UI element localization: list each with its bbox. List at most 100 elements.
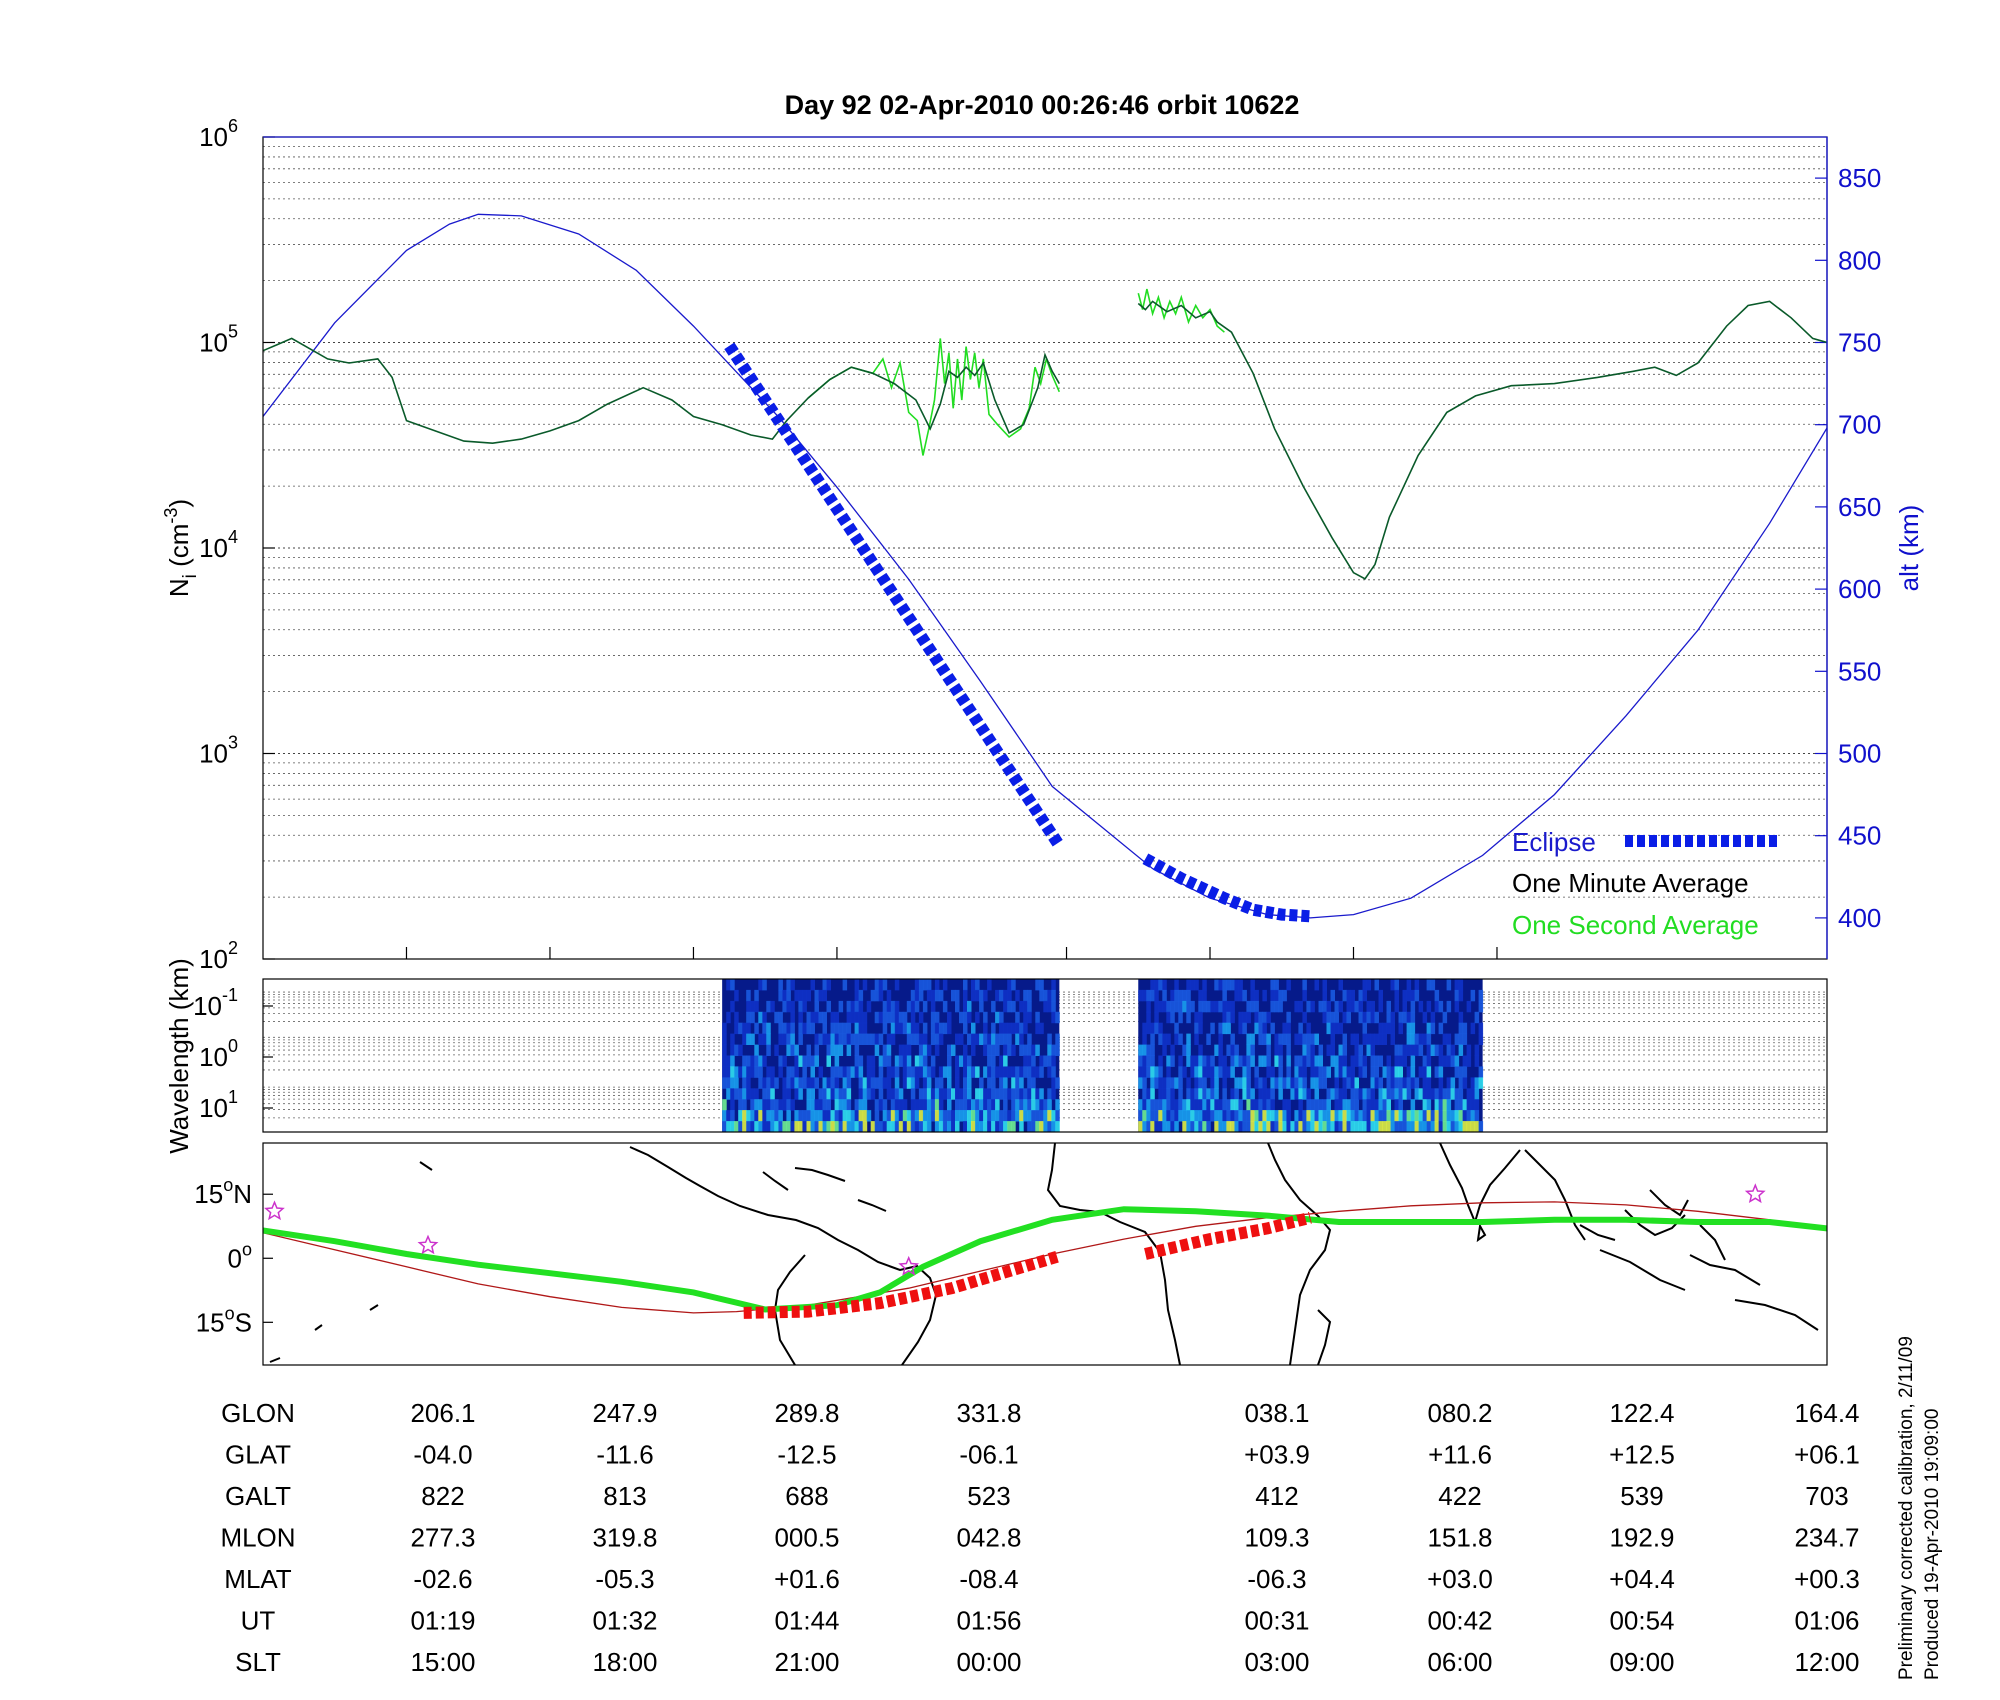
spectrogram-cell	[1178, 1077, 1183, 1089]
spectrogram-cell	[894, 1011, 900, 1024]
spectrogram-cell	[1266, 1121, 1271, 1132]
spectrogram-cell	[854, 1121, 860, 1132]
spectrogram-cell	[802, 1066, 807, 1078]
spectrogram-cell	[766, 1110, 771, 1122]
spectrogram-cell	[1039, 1121, 1044, 1132]
spectrogram-cell	[878, 1011, 884, 1024]
spectrogram-cell	[1478, 1077, 1484, 1089]
spectrogram-cell	[930, 1110, 936, 1122]
spectrogram-cell	[1390, 1077, 1395, 1089]
spectrogram-cell	[1154, 1099, 1159, 1111]
spectrogram-cell	[1226, 1022, 1231, 1035]
spectrogram-cell	[758, 1055, 763, 1067]
spectrogram-cell	[934, 1044, 940, 1056]
y-tick-base: 10	[199, 944, 228, 974]
table-cell: +00.3	[1794, 1564, 1860, 1594]
spectrogram-cell	[726, 1011, 731, 1024]
spectrogram-cell	[1406, 979, 1412, 991]
spectrogram-cell	[910, 1077, 916, 1089]
spectrogram-cell	[1314, 1077, 1319, 1089]
spectrogram-cell	[1406, 1011, 1412, 1024]
spectrogram-cell	[999, 1110, 1004, 1122]
lat-degree: o	[225, 1303, 235, 1323]
spectrogram-cell	[1027, 1011, 1032, 1024]
spectrogram-cell	[1150, 1033, 1155, 1045]
spectrogram-cell	[842, 1077, 848, 1089]
spectrogram-cell	[1334, 1099, 1339, 1111]
spectrogram-cell	[774, 1077, 779, 1089]
spectrogram-cell	[1174, 989, 1179, 1002]
spectrogram-cell	[762, 1011, 767, 1024]
y-tick-label: 106	[199, 116, 238, 152]
spectrogram-cell	[951, 1044, 956, 1056]
table-cell: 080.2	[1427, 1398, 1492, 1428]
spectrogram-cell	[1258, 1121, 1263, 1132]
spectrogram-cell	[1015, 1022, 1020, 1035]
spectrogram-cell	[1390, 1033, 1395, 1045]
spectrogram-cell	[866, 1000, 872, 1013]
spectrogram-cell	[1422, 1066, 1428, 1078]
table-cell: 277.3	[410, 1523, 475, 1553]
spectrogram-cell	[1015, 1088, 1020, 1100]
spectrogram-cell	[1354, 1077, 1359, 1089]
spectrogram-cell	[750, 1099, 755, 1111]
spectrogram-cell	[963, 1055, 968, 1067]
spectrogram-cell	[1138, 1099, 1143, 1111]
spectrogram-cell	[846, 1121, 852, 1132]
spectrogram-cell	[1398, 1044, 1403, 1056]
spectrogram-cell	[1043, 1121, 1048, 1132]
spectrogram-cell	[898, 1044, 904, 1056]
spectrogram-cell	[1338, 979, 1343, 991]
spectrogram-cell	[1023, 1011, 1028, 1024]
spectrogram-cell	[1214, 1121, 1219, 1132]
spectrogram-cell	[1326, 1044, 1331, 1056]
spectrogram-cell	[1274, 979, 1279, 991]
spectrogram-cell	[1426, 1033, 1432, 1045]
spectrogram-cell	[1406, 1022, 1412, 1035]
spectrogram-cell	[1242, 1088, 1247, 1100]
spectrogram-cell	[971, 1121, 976, 1132]
spectrogram-cell	[1334, 1110, 1339, 1122]
spectrogram-cell	[1270, 1022, 1275, 1035]
sri-lanka-coast	[1476, 1222, 1487, 1243]
spectrogram-cell	[798, 1022, 803, 1035]
spectrogram-cell	[1238, 1110, 1243, 1122]
spectrogram-cell	[1154, 1110, 1159, 1122]
spectrogram-cell	[955, 1121, 960, 1132]
spectrogram-cell	[1158, 1099, 1163, 1111]
spectrogram-cell	[1418, 1121, 1424, 1132]
spectrogram-cell	[1434, 1044, 1440, 1056]
spectrogram-cell	[858, 1121, 864, 1132]
spectrogram-cell	[906, 1066, 912, 1078]
spectrogram-cell	[1410, 1000, 1416, 1013]
spectrogram-cell	[1334, 1022, 1339, 1035]
spectrogram-cell	[882, 1044, 888, 1056]
spectrogram-cell	[1226, 1110, 1231, 1122]
spectrogram-cell	[762, 979, 767, 991]
spectrogram-cell	[975, 1066, 980, 1078]
spectrogram-cell	[922, 1077, 928, 1089]
spectrogram-cell	[1402, 1011, 1407, 1024]
spectrogram-cell	[1031, 1099, 1036, 1111]
spectrogram-cell	[1302, 989, 1307, 1002]
table-cell: -12.5	[777, 1440, 836, 1470]
spectrogram-cell	[922, 1044, 928, 1056]
spectrogram-cell	[838, 1110, 844, 1122]
spectrogram-cell	[854, 979, 860, 991]
spectrogram-cell	[1007, 1000, 1012, 1013]
spectrogram-cell	[906, 1000, 912, 1013]
table-cell: -06.3	[1247, 1564, 1306, 1594]
spectrogram-cell	[882, 1011, 888, 1024]
spectrogram-cell	[1378, 1022, 1383, 1035]
spectrogram-cell	[1458, 1088, 1464, 1100]
spectrogram-cell	[846, 1077, 852, 1089]
spectrogram-cell	[1342, 989, 1347, 1002]
spectrogram-cell	[1478, 1000, 1484, 1013]
spectrogram-cell	[995, 1066, 1000, 1078]
spectrogram-cell	[967, 1011, 972, 1024]
spectrogram-cell	[914, 1000, 920, 1013]
spectrogram-cell	[786, 1099, 791, 1111]
spectrogram-cell	[1318, 1110, 1323, 1122]
spectrogram-cell	[1047, 1121, 1052, 1132]
table-row-label: MLON	[220, 1523, 295, 1553]
